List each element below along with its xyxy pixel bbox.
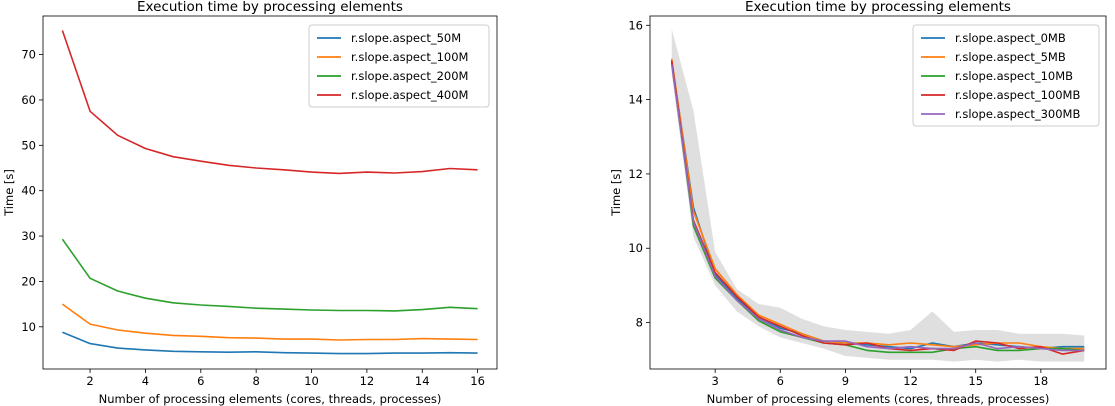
y-tick-label: 20 [21,274,36,288]
legend-label: r.slope.aspect_10MB [955,69,1073,83]
x-tick-label: 6 [777,374,784,388]
x-tick-label: 14 [415,374,430,388]
axes-frame [649,15,1107,370]
series-line-1 [62,331,478,355]
x-tick-label: 16 [470,374,485,388]
chart-2: Execution time by processing elements 3 6 9… [609,0,1107,406]
y-tick-label: 14 [628,93,643,107]
x-axis-label: Number of processing elements (cores, th… [99,392,442,406]
y-tick-label: 10 [21,320,36,334]
x-tick-label: 6 [197,374,204,388]
chart-title: Execution time by processing elements [745,0,1011,15]
x-tick-label: 9 [842,374,849,388]
legend: r.slope.aspect_0MB r.slope.aspect_5MB r.sl… [912,24,1100,127]
x-tick-label: 18 [1034,374,1049,388]
legend-box [912,24,1100,127]
y-tick-label: 16 [628,18,643,32]
legend-label: r.slope.aspect_100M [351,50,468,64]
y-axis-label: Time [s] [609,169,623,217]
y-tick-label: 70 [21,48,36,62]
y-tick-label: 12 [628,167,643,181]
series-line-2 [61,303,478,341]
series-line-3 [61,238,478,312]
legend-label: r.slope.aspect_200M [351,69,468,83]
series-line-2 [670,58,1085,350]
chart-1: Execution time by processing elements 2 4 6… [2,0,498,406]
y-tick-label: 30 [21,229,36,243]
x-tick-label: 10 [304,374,319,388]
x-tick-label: 15 [968,374,983,388]
x-tick-label: 12 [903,374,918,388]
series-line-4 [61,30,478,175]
y-tick-label: 60 [21,93,36,107]
legend-label: r.slope.aspect_300MB [955,107,1080,121]
y-tick-label: 10 [628,241,643,255]
x-tick-label: 2 [86,374,93,388]
legend-label: r.slope.aspect_100MB [955,88,1080,102]
x-tick-label: 12 [360,374,375,388]
y-tick-label: 40 [21,184,36,198]
legend-label: r.slope.aspect_5MB [955,50,1066,64]
axes-frame [42,15,498,370]
series-line-5 [670,64,1085,352]
x-axis-label: Number of processing elements (cores, th… [707,392,1050,406]
x-tick-label: 4 [142,374,149,388]
x-tick-label: 3 [711,374,718,388]
legend: r.slope.aspect_50M r.slope.aspect_100M r.s… [308,24,490,108]
legend-label: r.slope.aspect_0MB [955,31,1066,45]
chart-title: Execution time by processing elements [137,0,403,15]
x-tick-label: 8 [252,374,259,388]
y-tick-label: 50 [21,138,36,152]
y-axis-label: Time [s] [2,169,16,217]
legend-label: r.slope.aspect_50M [351,31,461,45]
legend-box [308,24,490,108]
y-tick-label: 8 [636,316,643,330]
legend-label: r.slope.aspect_400M [351,88,468,102]
